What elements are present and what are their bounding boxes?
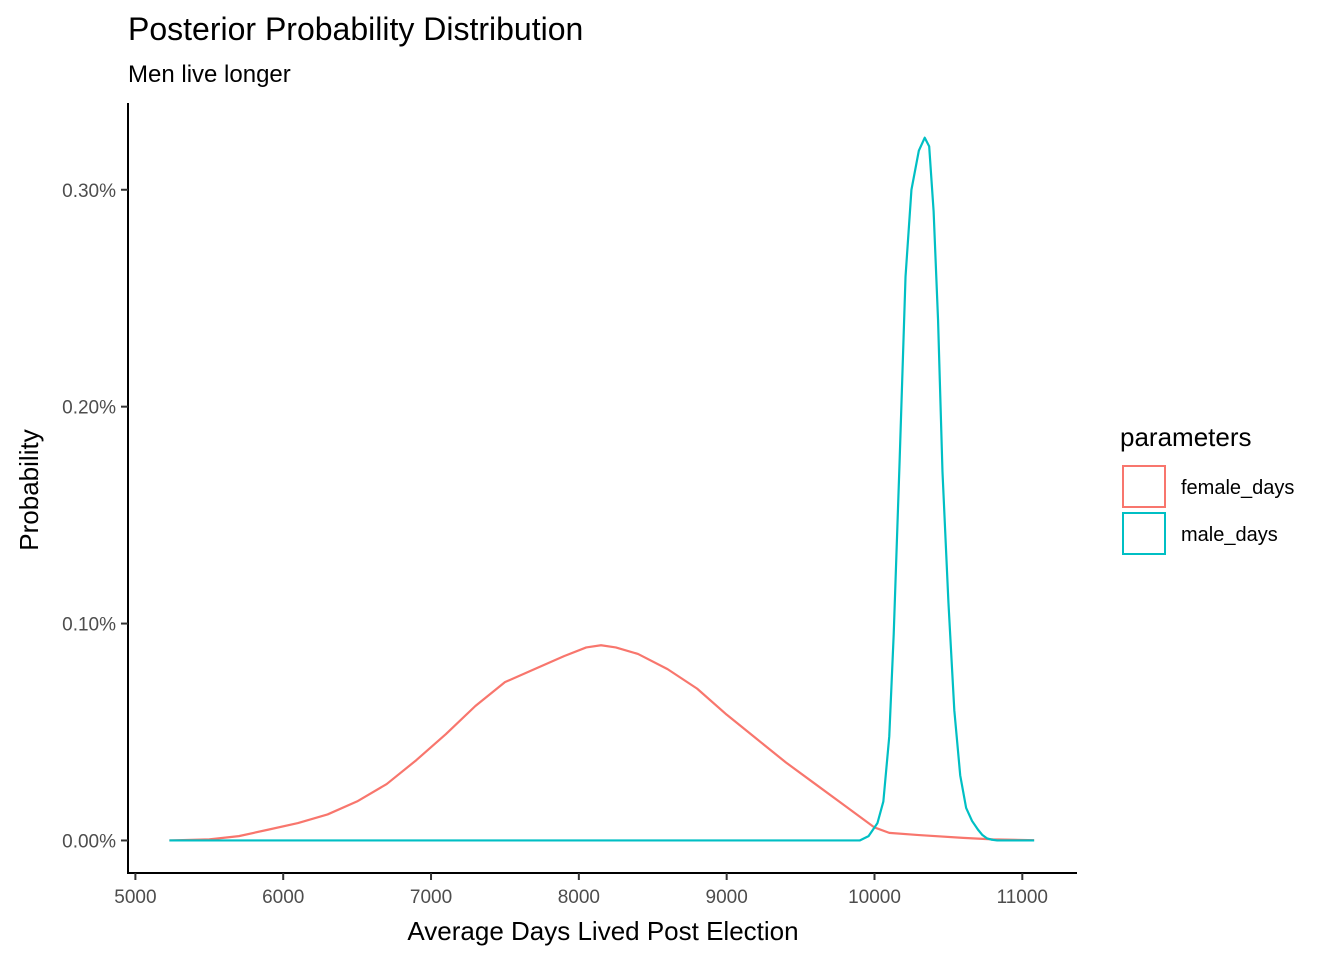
x-tick-label: 5000: [114, 887, 156, 908]
series-group: [169, 136, 1035, 842]
x-tick-label: 11000: [997, 887, 1048, 908]
legend-key-female-days: [1122, 465, 1166, 508]
y-tick-label: 0.00%: [62, 831, 116, 852]
y-tick-label: 0.10%: [62, 615, 116, 636]
series-line-male-days: [169, 136, 1035, 842]
x-tick-label: 9000: [706, 887, 748, 908]
series-line-female-days: [169, 644, 1035, 842]
x-axis-title: Average Days Lived Post Election: [407, 916, 798, 946]
chart-title: Posterior Probability Distribution: [128, 11, 583, 47]
x-tick-label: 6000: [262, 887, 304, 908]
x-tick-label: 8000: [558, 887, 600, 908]
legend-title: parameters: [1120, 422, 1252, 452]
y-tick-label: 0.30%: [62, 181, 116, 202]
ticks-group: 5000 6000 7000 8000 9000 10000 11000 0.00% 0.10%…: [62, 181, 1048, 908]
legend-label: male_days: [1181, 524, 1278, 546]
axes-group: [127, 103, 1077, 874]
legend: parameters female_days male_days: [1120, 422, 1294, 555]
chart-subtitle: Men live longer: [128, 61, 291, 88]
x-tick-label: 7000: [410, 887, 452, 908]
y-axis-title: Probability: [14, 429, 44, 550]
x-tick-label: 10000: [848, 887, 901, 908]
y-tick-label: 0.20%: [62, 398, 116, 419]
legend-key-male-days: [1122, 512, 1166, 555]
legend-label: female_days: [1181, 477, 1294, 499]
